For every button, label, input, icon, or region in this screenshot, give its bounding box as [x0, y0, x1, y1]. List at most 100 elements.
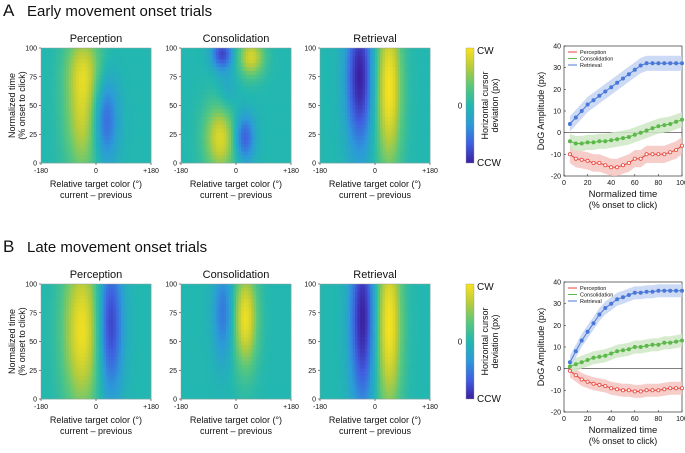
heatmap-cell: [126, 314, 129, 319]
heatmap-cell: [221, 71, 224, 76]
heatmap-cell: [271, 117, 274, 122]
heatmap-cell: [108, 284, 112, 289]
heatmap-cell: [243, 140, 247, 145]
heatmap-cell: [362, 136, 366, 141]
heatmap-cell: [136, 151, 139, 156]
heatmap-cell: [116, 94, 119, 99]
heatmap-cell: [325, 97, 328, 102]
heatmap-cell: [273, 120, 277, 125]
heatmap-cell: [248, 97, 252, 102]
heatmap-cell: [337, 109, 341, 114]
heatmap-cell: [111, 63, 114, 68]
heatmap-cell: [63, 295, 67, 300]
heatmap-cell: [133, 349, 137, 354]
heatmap-cell: [407, 63, 411, 68]
heatmap-cell: [382, 143, 386, 148]
heatmap-cell: [63, 55, 67, 60]
heatmap-cell: [213, 128, 217, 133]
heatmap-cell: [191, 63, 194, 68]
heatmap-cell: [261, 151, 264, 156]
heatmap-cell: [236, 63, 239, 68]
heatmap-cell: [188, 151, 192, 156]
heatmap-cell: [367, 78, 371, 83]
heatmap-cell: [355, 90, 358, 95]
heatmap-cell: [68, 124, 72, 129]
heatmap-cell: [332, 132, 336, 137]
heatmap-cell: [68, 105, 72, 110]
heatmap-cell: [58, 353, 62, 358]
heatmap-cell: [113, 101, 117, 106]
heatmap-cell: [360, 155, 363, 160]
heatmap-cell: [111, 353, 114, 358]
heatmap-cell: [390, 117, 393, 122]
heatmap-cell: [138, 109, 142, 114]
heatmap-cell: [76, 155, 79, 160]
heatmap-cell: [123, 55, 127, 60]
heatmap-cell: [111, 117, 114, 122]
heatmap-cell: [191, 101, 194, 106]
heatmap-cell: [392, 143, 396, 148]
heatmap-cell: [337, 140, 341, 145]
heatmap-cell: [286, 117, 289, 122]
heatmap-cell: [208, 117, 212, 122]
heatmap-cell: [48, 326, 52, 331]
heatmap-cell: [191, 78, 194, 83]
heatmap-cell: [271, 94, 274, 99]
heatmap-cell: [203, 109, 207, 114]
heatmap-cell: [198, 86, 202, 91]
heatmap-cell: [126, 303, 129, 308]
heatmap-cell: [133, 353, 137, 358]
heatmap-cell: [357, 136, 361, 141]
heatmap-cell: [422, 71, 426, 76]
heatmap-cell: [266, 48, 269, 53]
heatmap-cell: [63, 71, 67, 76]
heatmap-cell: [88, 101, 92, 106]
heatmap-cell: [365, 143, 368, 148]
heatmap-cell: [136, 330, 139, 335]
heatmap-cell: [288, 86, 292, 91]
heatmap-cell: [276, 78, 279, 83]
heatmap-cell: [226, 51, 229, 56]
heatmap-cell: [121, 124, 124, 129]
heatmap-cell: [365, 147, 368, 152]
heatmap-cell: [103, 128, 107, 133]
heatmap-cell: [248, 90, 252, 95]
heatmap-cell: [400, 120, 403, 125]
heatmap-cell: [88, 140, 92, 145]
heatmap-cell: [241, 140, 244, 145]
heatmap-cell: [181, 51, 184, 56]
heatmap-cell: [108, 97, 112, 102]
heatmap-cell: [390, 63, 393, 68]
heatmap-cell: [126, 101, 129, 106]
heatmap-cell: [248, 63, 252, 68]
heatmap-cell: [108, 71, 112, 76]
heatmap-cell: [73, 48, 77, 53]
heatmap-cell: [191, 151, 194, 156]
heatmap-cell: [377, 74, 381, 79]
heatmap-cell: [246, 78, 249, 83]
heatmap-cell: [246, 109, 249, 114]
heatmap-cell: [268, 124, 272, 129]
heatmap-cell: [116, 120, 119, 125]
heatmap-cell: [103, 109, 107, 114]
heatmap-cell: [63, 120, 67, 125]
legend-label: Retrieval: [580, 63, 602, 69]
heatmap-cell: [63, 124, 67, 129]
heatmap-cell: [48, 101, 52, 106]
heatmap-cell: [241, 159, 244, 164]
heatmap-cell: [241, 67, 244, 72]
heatmap-cell: [355, 97, 358, 102]
heatmap-cell: [397, 136, 401, 141]
heatmap-cell: [146, 291, 149, 296]
heatmap-cell: [68, 310, 72, 315]
heatmap-cell: [216, 78, 219, 83]
heatmap-cell: [278, 128, 282, 133]
heatmap-cell: [118, 97, 122, 102]
heatmap-cell: [53, 330, 57, 335]
heatmap-cell: [337, 155, 341, 160]
heatmap-cell: [350, 55, 353, 60]
heatmap-cell: [266, 159, 269, 164]
heatmap-cell: [377, 90, 381, 95]
heatmap-cell: [221, 55, 224, 60]
